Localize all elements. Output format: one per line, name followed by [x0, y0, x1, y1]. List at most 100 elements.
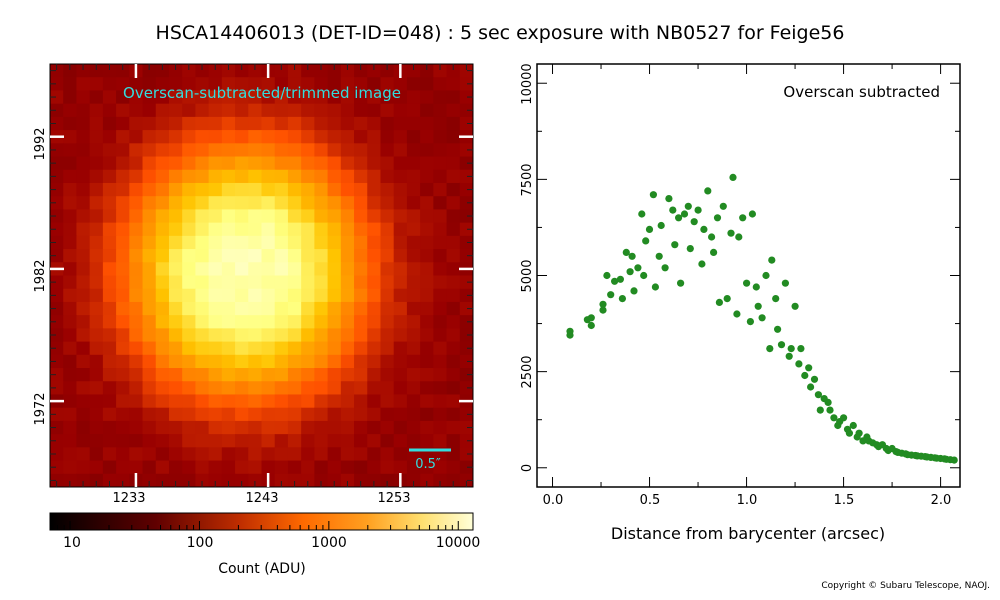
image-pixel — [301, 169, 315, 184]
image-pixel — [393, 182, 408, 197]
image-pixel — [287, 116, 302, 131]
image-pixel — [420, 381, 434, 396]
image-pixel — [116, 420, 130, 435]
image-pixel — [168, 288, 183, 303]
image-pixel — [102, 341, 117, 356]
image-pixel — [301, 262, 315, 277]
image-pixel — [340, 182, 355, 197]
image-pixel — [129, 315, 144, 329]
image-pixel — [50, 249, 64, 263]
image-pixel — [433, 169, 448, 184]
image-pixel — [195, 143, 210, 158]
image-pixel — [327, 354, 342, 369]
image-pixel — [420, 169, 434, 184]
image-pixel — [287, 143, 302, 158]
image-pixel — [261, 156, 276, 171]
image-pixel — [116, 90, 130, 105]
image-pixel — [89, 328, 104, 343]
image-pixel — [50, 354, 64, 369]
image-pixel — [446, 394, 461, 409]
image-pixel — [195, 64, 210, 78]
image-pixel — [208, 116, 223, 131]
image-pixel — [340, 301, 355, 316]
image-pixel — [155, 209, 170, 224]
image-pixel — [76, 182, 91, 197]
image-pixel — [155, 143, 170, 158]
image-pixel — [261, 460, 276, 475]
image-pixel — [314, 143, 329, 158]
image-pixel — [380, 222, 395, 237]
image-pixel — [208, 394, 223, 409]
image-pixel — [155, 169, 170, 184]
image-pixel — [182, 143, 197, 158]
image-pixel — [433, 275, 448, 290]
image-pixel — [274, 328, 289, 343]
image-pixel — [274, 130, 289, 144]
image-pixel — [116, 368, 130, 382]
image-pixel — [380, 77, 395, 92]
image-pixel — [420, 182, 434, 197]
image-y-tick-label: 1992 — [33, 127, 48, 160]
image-pixel — [340, 143, 355, 158]
image-pixel — [354, 473, 368, 487]
image-pixel — [420, 315, 434, 329]
image-pixel — [354, 447, 368, 462]
image-pixel — [208, 315, 223, 329]
image-pixel — [406, 473, 421, 487]
image-pixel — [261, 222, 276, 237]
image-pixel — [340, 196, 355, 211]
image-pixel — [406, 196, 421, 211]
image-pixel — [76, 103, 91, 118]
image-pixel — [50, 156, 64, 171]
image-pixel — [367, 420, 382, 435]
image-pixel — [155, 156, 170, 171]
image-pixel — [301, 130, 315, 144]
image-pixel — [287, 328, 302, 343]
image-pixel — [248, 288, 263, 303]
image-pixel — [301, 447, 315, 462]
image-pixel — [327, 420, 342, 435]
image-pixel — [102, 262, 117, 277]
image-pixel — [380, 315, 395, 329]
image-pixel — [102, 420, 117, 435]
image-pixel — [235, 341, 249, 356]
image-pixel — [195, 222, 210, 237]
image-pixel — [433, 196, 448, 211]
image-pixel — [208, 473, 223, 487]
image-pixel — [340, 315, 355, 329]
image-pixel — [420, 420, 434, 435]
image-pixel — [182, 447, 197, 462]
image-pixel — [221, 288, 236, 303]
image-pixel — [50, 315, 64, 329]
image-pixel — [433, 249, 448, 263]
image-pixel — [248, 341, 263, 356]
image-pixel — [142, 341, 157, 356]
image-pixel — [340, 473, 355, 487]
image-pixel — [235, 90, 249, 105]
image-pixel — [248, 328, 263, 343]
image-pixel — [446, 315, 461, 329]
image-pixel — [221, 169, 236, 184]
image-pixel — [287, 262, 302, 277]
image-pixel — [406, 368, 421, 382]
image-pixel — [102, 116, 117, 131]
image-pixel — [274, 143, 289, 158]
image-pixel — [393, 407, 408, 422]
image-pixel — [182, 420, 197, 435]
image-pixel — [195, 341, 210, 356]
image-pixel — [354, 262, 368, 277]
image-pixel — [314, 222, 329, 237]
image-pixel — [168, 328, 183, 343]
image-pixel — [354, 434, 368, 448]
image-pixel — [248, 275, 263, 290]
image-pixel — [446, 249, 461, 263]
image-pixel — [221, 354, 236, 369]
image-pixel — [340, 434, 355, 448]
image-pixel — [406, 130, 421, 144]
image-pixel — [433, 460, 448, 475]
image-pixel — [327, 315, 342, 329]
image-pixel — [248, 90, 263, 105]
image-pixel — [248, 407, 263, 422]
image-pixel — [195, 288, 210, 303]
image-pixel — [393, 420, 408, 435]
